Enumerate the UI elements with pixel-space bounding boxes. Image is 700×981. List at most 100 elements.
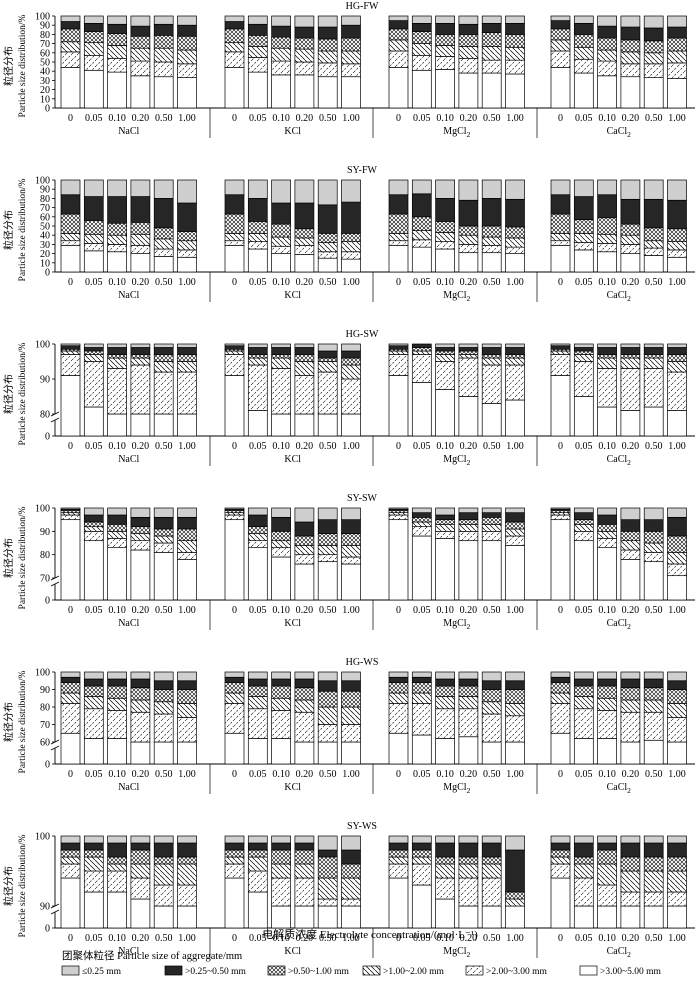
bar-segment-3-00-5-00-mm [620, 253, 641, 273]
bar-segment-0-25-0-50-mm [271, 25, 291, 38]
bar-nacl-1-00 [177, 835, 197, 929]
bar-segment-2-00-3-00-mm [550, 50, 571, 68]
x-tick-label: 1.00 [506, 933, 524, 944]
bar-segment-2-00-3-00-mm [458, 877, 479, 907]
bar-segment-0-50-1-00-mm [130, 35, 151, 49]
bar-segment-2-00-3-00-mm [247, 57, 268, 73]
bar-segment-0-25-0-50-mm [388, 194, 409, 215]
bar-segment-2-00-3-00-mm [294, 554, 315, 565]
bar-segment-3-00-5-00-mm [271, 413, 291, 437]
bar-segment-2-00-3-00-mm [481, 530, 502, 542]
bar-segment-2-00-3-00-mm [505, 535, 525, 546]
bar-segment-0-25-mm [597, 835, 617, 844]
bar-cacl-0-10 [597, 179, 617, 273]
x-tick-label: 0 [232, 933, 237, 944]
bar-segment-1-00-2-00-mm [130, 233, 151, 246]
bar-segment-3-00-5-00-mm [247, 248, 268, 273]
bar-segment-0-50-1-00-mm [667, 856, 687, 872]
group-label-cacl: CaCl2 [607, 290, 632, 303]
bar-segment-2-00-3-00-mm [83, 708, 104, 739]
bar-segment-0-25-mm [550, 835, 571, 844]
bar-segment-2-00-3-00-mm [411, 526, 432, 537]
bar-segment-0-25-mm [573, 835, 594, 844]
y-axis-title-en: Particle size distribution/% [18, 342, 28, 445]
bar-segment-0-25-0-50-mm [550, 194, 571, 215]
bar-segment-3-00-5-00-mm [667, 905, 687, 929]
x-tick-label: 1.00 [342, 769, 360, 780]
bar-segment-1-00-2-00-mm [130, 357, 151, 366]
bar-segment-3-00-5-00-mm [620, 558, 641, 601]
bar-segment-3-00-5-00-mm [107, 547, 127, 601]
y-axis-title-cn: 粒径分布 [2, 210, 15, 250]
bar-kcl-0-10 [271, 835, 291, 929]
legend-item-0-25-0-50-mm: >0.25~0.50 mm [164, 965, 247, 977]
bar-segment-2-00-3-00-mm [643, 247, 664, 256]
y-tick-label: 0 [45, 104, 50, 115]
bar-segment-3-00-5-00-mm [667, 256, 687, 273]
bar-segment-0-50-1-00-mm [620, 687, 641, 701]
bar-segment-2-00-3-00-mm [271, 547, 291, 558]
bar-segment-0-50-1-00-mm [435, 34, 455, 46]
bar-segment-0-25-0-50-mm [130, 25, 151, 37]
bar-segment-3-00-5-00-mm [153, 256, 174, 273]
bar-segment-0-25-0-50-mm [341, 680, 361, 692]
bar-segment-1-00-2-00-mm [130, 863, 151, 879]
bar-segment-3-00-5-00-mm [130, 75, 151, 109]
bar-segment-0-25-mm [271, 179, 291, 204]
bar-segment-0-25-0-50-mm [411, 23, 432, 32]
bar-segment-2-00-3-00-mm [317, 371, 338, 415]
bar-segment-0-25-0-50-mm [620, 519, 641, 532]
y-tick-label: 70 [40, 720, 50, 731]
bar-segment-2-00-3-00-mm [505, 59, 525, 75]
bar-kcl-0 [224, 671, 245, 765]
x-tick-label: 0.50 [319, 933, 337, 944]
bar-cacl-0-50 [643, 507, 664, 601]
x-tick-label: 0.50 [645, 933, 663, 944]
bar-segment-2-00-3-00-mm [550, 514, 571, 521]
x-tick-label: 0 [558, 441, 563, 452]
bar-mgcl-0-10 [435, 835, 455, 929]
bar-segment-1-00-2-00-mm [458, 863, 479, 879]
bar-segment-0-50-1-00-mm [317, 357, 338, 362]
bar-segment-0-50-1-00-mm [458, 34, 479, 47]
x-tick-label: 0.05 [85, 933, 103, 944]
bar-segment-3-00-5-00-mm [60, 877, 81, 929]
x-tick-label: 1.00 [178, 605, 196, 616]
bar-kcl-0-10 [271, 671, 291, 765]
y-tick-label: 50 [40, 222, 50, 233]
bar-segment-3-00-5-00-mm [317, 561, 338, 601]
bar-segment-2-00-3-00-mm [83, 530, 104, 542]
bar-segment-0-25-mm [247, 671, 268, 680]
bar-mgcl-0-10 [435, 671, 455, 765]
bar-segment-2-00-3-00-mm [130, 540, 151, 551]
bar-segment-0-50-1-00-mm [153, 528, 174, 537]
bar-segment-0-50-1-00-mm [458, 350, 479, 355]
group-label-mgcl: MgCl2 [443, 126, 470, 139]
bar-segment-2-00-3-00-mm [481, 244, 502, 254]
bar-segment-2-00-3-00-mm [107, 57, 127, 73]
bar-segment-0-25-0-50-mm [107, 196, 127, 224]
bar-segment-1-00-2-00-mm [388, 856, 409, 865]
bar-segment-1-00-2-00-mm [271, 697, 291, 711]
bar-segment-1-00-2-00-mm [388, 692, 409, 704]
bar-segment-0-25-0-50-mm [388, 20, 409, 30]
y-tick-label: 100 [35, 832, 50, 843]
group-label-cacl: CaCl2 [607, 782, 632, 795]
bar-segment-0-50-1-00-mm [597, 685, 617, 699]
bar-kcl-0-05 [247, 507, 268, 601]
bar-segment-3-00-5-00-mm [107, 891, 127, 929]
bar-segment-1-00-2-00-mm [83, 856, 104, 872]
bar-segment-0-50-1-00-mm [60, 213, 81, 234]
bar-segment-1-00-2-00-mm [153, 701, 174, 715]
bar-segment-0-25-mm [341, 507, 361, 521]
bar-segment-0-25-mm [83, 343, 104, 348]
bar-kcl-0-05 [247, 15, 268, 109]
y-axis-title-en: Particle size distribution/% [18, 834, 28, 937]
bar-segment-0-25-mm [550, 179, 571, 196]
bar-segment-3-00-5-00-mm [177, 558, 197, 601]
bar-segment-0-25-0-50-mm [388, 842, 409, 851]
bar-segment-0-50-1-00-mm [271, 223, 291, 238]
bar-segment-3-00-5-00-mm [294, 905, 315, 929]
y-tick-label: 10 [40, 94, 50, 105]
bar-segment-1-00-2-00-mm [388, 39, 409, 52]
